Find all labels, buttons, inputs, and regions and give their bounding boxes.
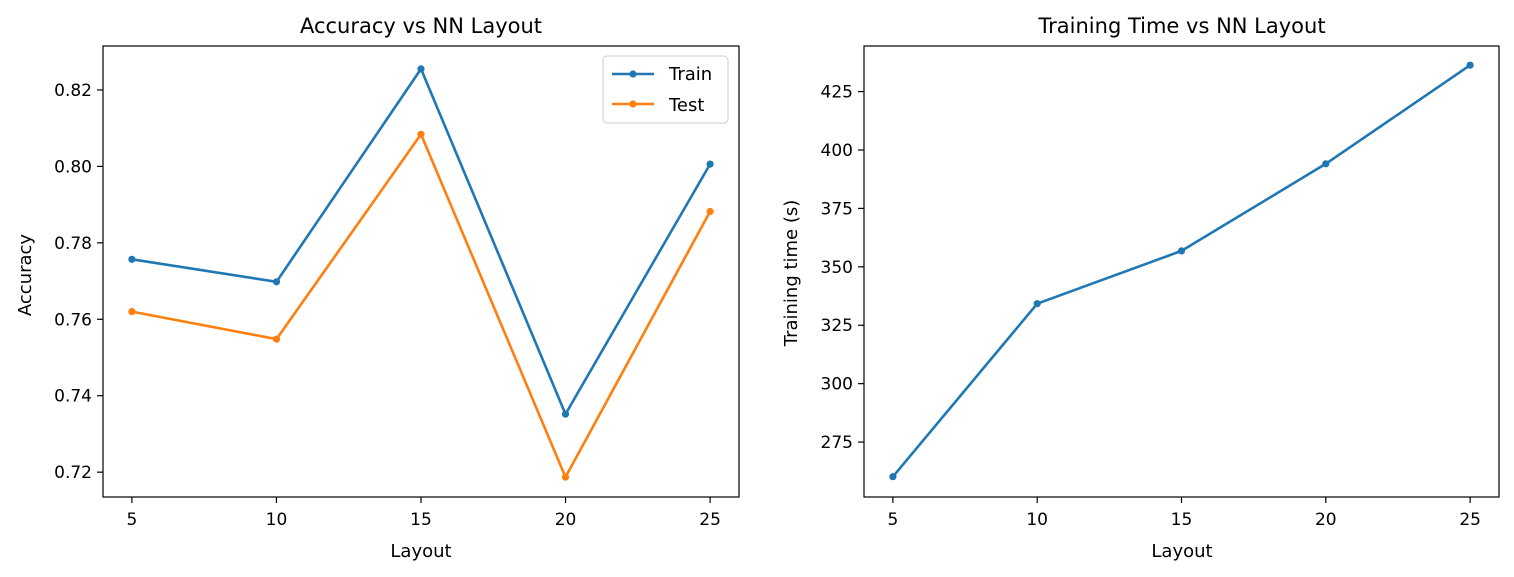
x-tick-label: 25 (699, 510, 721, 530)
x-tick-label: 20 (555, 510, 577, 530)
accuracy-chart: Accuracy vs NN Layout Layout Accuracy 5 1… (15, 14, 740, 562)
y-tick-label: 0.78 (54, 234, 92, 254)
x-tick-label: 10 (1026, 510, 1048, 530)
tick-group: 5 10 15 20 25 275 300 325 350 375 400 425 (821, 83, 1481, 530)
plot-area (128, 65, 714, 481)
data-point (1177, 247, 1186, 255)
x-tick-label: 20 (1315, 510, 1337, 530)
data-point (1322, 160, 1330, 168)
y-tick-label: 0.80 (54, 157, 92, 177)
data-point (417, 130, 425, 138)
legend-train-label: Train (668, 64, 712, 85)
data-point (272, 278, 281, 286)
x-tick-label: 10 (266, 510, 288, 530)
y-tick-label: 0.74 (54, 387, 92, 407)
data-point (706, 160, 714, 168)
plot-area (889, 61, 1474, 481)
y-axis-label: Accuracy (15, 234, 36, 317)
y-tick-label: 275 (821, 433, 853, 453)
data-point (417, 65, 425, 73)
training-time-chart: Training Time vs NN Layout Layout Traini… (781, 14, 1500, 562)
legend-train-marker (629, 70, 637, 78)
chart-title: Training Time vs NN Layout (1037, 14, 1325, 38)
y-tick-label: 0.76 (54, 310, 92, 330)
legend-test-marker (629, 100, 637, 108)
x-tick-label: 5 (887, 510, 898, 530)
data-point (889, 473, 897, 481)
y-tick-label: 0.72 (54, 463, 92, 483)
x-axis-label: Layout (390, 541, 451, 562)
y-tick-label: 425 (821, 83, 853, 103)
data-point (272, 335, 281, 343)
x-tick-label: 5 (126, 510, 137, 530)
x-tick-label: 15 (410, 510, 432, 530)
legend: Train Test (602, 55, 729, 124)
y-axis-label: Training time (s) (781, 200, 802, 348)
data-point (561, 473, 570, 481)
tick-group: 5 10 15 20 25 0.72 0.74 0.76 0.78 0.80 0.82 (54, 81, 721, 530)
data-point (706, 207, 714, 216)
x-tick-label: 25 (1459, 510, 1481, 530)
data-point (1033, 300, 1041, 308)
x-axis-label: Layout (1151, 541, 1212, 562)
y-tick-label: 350 (821, 258, 853, 278)
x-tick-label: 15 (1171, 510, 1193, 530)
y-tick-label: 0.82 (54, 81, 92, 101)
data-point (128, 255, 136, 263)
y-tick-label: 325 (821, 316, 853, 336)
legend-test-label: Test (668, 95, 704, 116)
data-point (1466, 61, 1474, 69)
chart-title: Accuracy vs NN Layout (300, 14, 542, 38)
data-point (561, 410, 570, 418)
y-tick-label: 400 (821, 141, 853, 161)
y-tick-label: 375 (821, 199, 853, 219)
y-tick-label: 300 (821, 375, 853, 395)
data-point (128, 308, 136, 316)
